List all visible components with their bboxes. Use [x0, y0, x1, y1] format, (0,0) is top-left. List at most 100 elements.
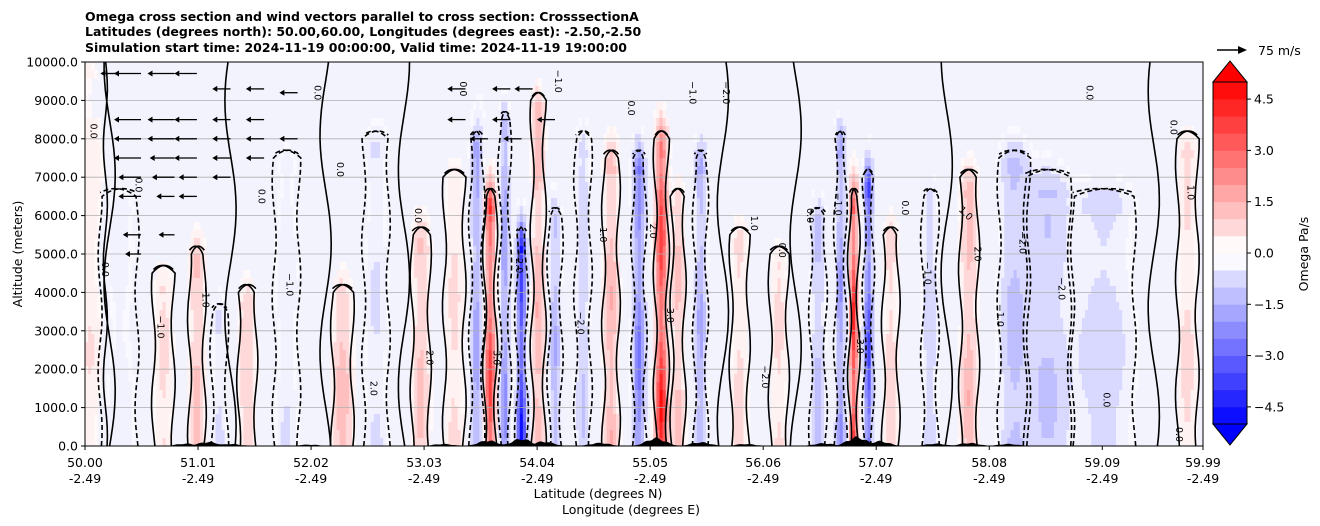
- omega-cell: [364, 358, 369, 367]
- omega-cell: [696, 270, 701, 279]
- omega-cell: [557, 326, 561, 335]
- omega-cell: [212, 438, 217, 446]
- omega-cell: [777, 374, 782, 383]
- omega-cell: [367, 414, 372, 423]
- omega-cell: [345, 334, 350, 343]
- omega-cell: [91, 390, 95, 399]
- omega-cell: [414, 254, 418, 263]
- omega-cell: [109, 254, 114, 263]
- omega-cell: [659, 102, 664, 111]
- omega-cell: [339, 350, 344, 359]
- omega-cell: [659, 150, 664, 159]
- omega-cell: [280, 406, 285, 415]
- omega-cell: [203, 414, 207, 423]
- omega-cell: [116, 326, 120, 335]
- omega-cell: [640, 286, 645, 295]
- omega-cell: [693, 190, 698, 199]
- omega-cell: [662, 174, 667, 183]
- omega-cell: [348, 294, 353, 303]
- omega-cell: [119, 230, 123, 239]
- omega-cell: [532, 198, 536, 207]
- omega-cell: [824, 366, 828, 375]
- omega-cell: [88, 214, 92, 223]
- omega-cell: [780, 334, 785, 343]
- omega-cell: [252, 358, 257, 367]
- omega-cell: [485, 262, 490, 271]
- omega-cell: [445, 190, 449, 199]
- omega-cell: [746, 382, 751, 391]
- omega-cell: [333, 438, 338, 446]
- omega-cell: [237, 374, 241, 383]
- omega-cell: [88, 278, 92, 287]
- omega-cell: [612, 382, 617, 391]
- omega-cell: [376, 198, 381, 207]
- omega-cell: [659, 182, 664, 191]
- omega-cell: [774, 254, 779, 263]
- omega-cell: [616, 182, 620, 191]
- omega-cell: [485, 398, 490, 407]
- omega-cell: [522, 302, 527, 311]
- omega-cell: [476, 342, 481, 351]
- omega-cell: [190, 438, 195, 446]
- omega-cell: [280, 366, 285, 375]
- omega-cell: [423, 390, 428, 399]
- omega-cell: [417, 398, 421, 407]
- omega-cell: [274, 262, 279, 271]
- omega-cell: [283, 334, 288, 343]
- omega-cell: [699, 366, 704, 375]
- omega-cell: [588, 158, 592, 167]
- omega-cell: [252, 350, 257, 359]
- omega-cell: [451, 190, 456, 199]
- omega-cell: [504, 390, 508, 399]
- omega-cell: [612, 254, 617, 263]
- omega-cell: [821, 190, 825, 199]
- omega-cell: [513, 374, 518, 383]
- omega-cell: [532, 334, 536, 343]
- omega-cell: [215, 398, 220, 407]
- omega-cell: [293, 222, 297, 231]
- omega-cell: [367, 350, 372, 359]
- omega-cell: [336, 374, 341, 383]
- omega-cell: [703, 158, 707, 167]
- omega-cell: [488, 206, 493, 215]
- omega-cell: [91, 182, 95, 191]
- omega-cell: [106, 398, 111, 407]
- omega-cell: [814, 414, 819, 423]
- omega-cell: [448, 422, 453, 431]
- omega-cell: [771, 310, 776, 319]
- omega-cell: [85, 326, 89, 335]
- omega-cell: [771, 382, 776, 391]
- omega-cell: [91, 254, 95, 263]
- omega-cell: [653, 230, 658, 239]
- omega-cell: [519, 286, 524, 295]
- omega-cell: [507, 398, 512, 407]
- omega-cell: [112, 326, 117, 335]
- omega-cell: [196, 382, 201, 391]
- omega-cell: [243, 398, 248, 407]
- omega-cell: [159, 366, 164, 375]
- omega-cell: [519, 422, 524, 431]
- omega-cell: [345, 390, 350, 399]
- omega-cell: [616, 302, 620, 311]
- omega-cell: [165, 406, 170, 415]
- omega-cell: [616, 246, 620, 255]
- omega-cell: [522, 270, 527, 279]
- omega-cell: [380, 334, 384, 343]
- omega-cell: [665, 246, 670, 255]
- omega-cell: [659, 278, 664, 287]
- omega-cell: [740, 334, 744, 343]
- omega-cell: [656, 374, 661, 383]
- omega-cell: [125, 318, 130, 327]
- omega-cell: [696, 190, 701, 199]
- omega-cell: [703, 230, 707, 239]
- omega-cell: [522, 382, 527, 391]
- omega-cell: [498, 374, 502, 383]
- omega-cell: [662, 414, 667, 423]
- omega-cell: [187, 334, 192, 343]
- omega-cell: [485, 366, 490, 375]
- omega-cell: [771, 374, 776, 383]
- omega-cell: [699, 342, 704, 351]
- omega-cell: [659, 350, 664, 359]
- omega-cell: [703, 142, 707, 151]
- omega-cell: [249, 334, 254, 343]
